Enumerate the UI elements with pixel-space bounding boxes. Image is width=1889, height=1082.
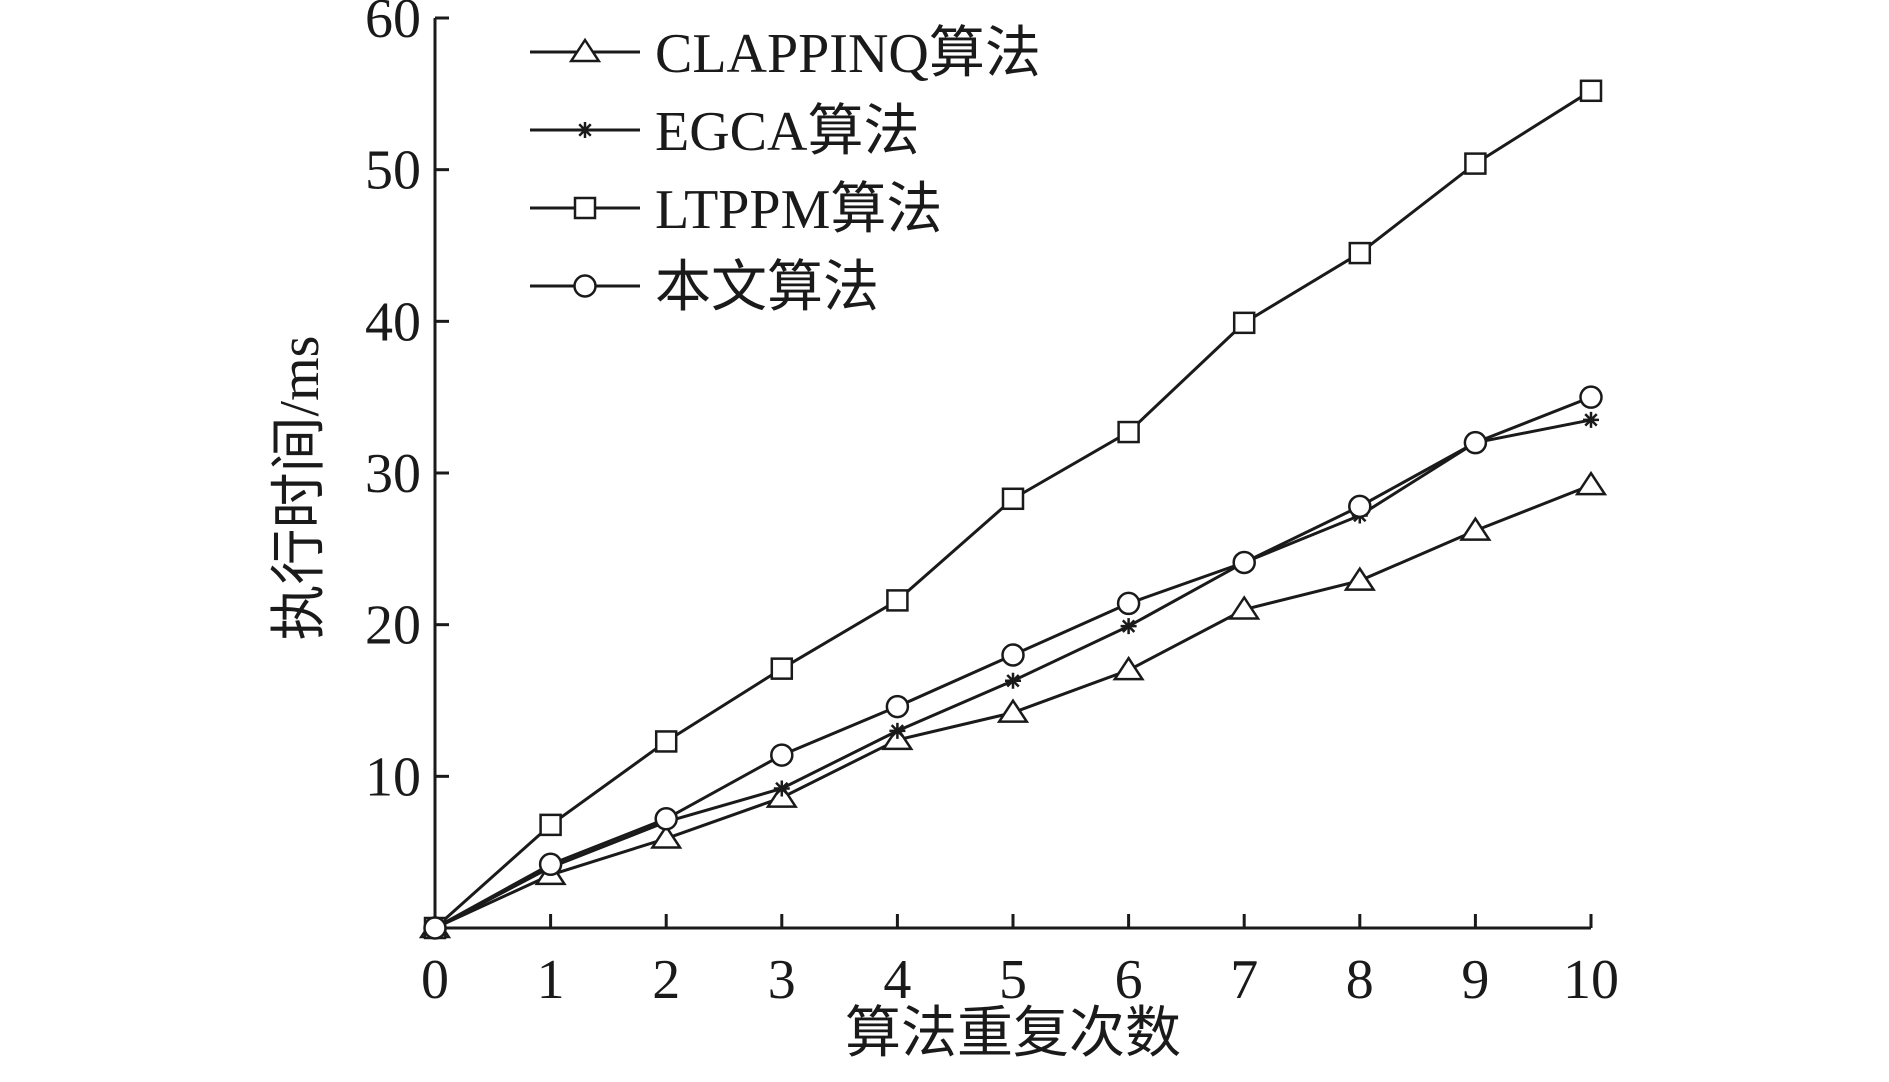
ticks: 0 1 2 3 4 5 6 7 8 9 10 10 20 30 40 50 60 — [365, 0, 1619, 1011]
y-tick-label: 20 — [365, 595, 421, 657]
circle-marker — [654, 807, 678, 831]
legend-item: CLAPPINQ算法 — [530, 23, 1041, 85]
legend-label: 本文算法 — [655, 257, 879, 319]
x-tick-label: 10 — [1563, 949, 1619, 1011]
y-tick-label: 40 — [365, 291, 421, 353]
square-marker — [573, 196, 597, 220]
x-tick-label: 7 — [1230, 949, 1258, 1011]
legend-item: 本文算法 — [530, 257, 879, 319]
x-axis-label: 算法重复次数 — [845, 1003, 1181, 1065]
star-marker — [577, 122, 593, 138]
triangle-marker — [1228, 595, 1261, 620]
circle-marker — [1116, 591, 1141, 616]
star-marker — [1005, 672, 1021, 689]
legend-label: EGCA算法 — [655, 101, 919, 163]
circle-marker — [1463, 430, 1488, 455]
x-tick-label: 3 — [768, 949, 796, 1011]
square-marker — [1579, 79, 1603, 103]
triangle-marker — [568, 37, 602, 63]
triangle-marker — [1459, 516, 1492, 541]
star-marker — [1120, 618, 1137, 635]
y-axis-label: 执行时间/ms — [269, 336, 331, 641]
square-marker — [770, 657, 794, 680]
circle-marker — [1232, 550, 1256, 575]
square-marker — [1464, 152, 1487, 175]
square-marker — [1348, 241, 1372, 265]
triangle-marker — [1343, 566, 1376, 591]
star-marker — [1583, 411, 1599, 428]
series-circle — [423, 385, 1603, 940]
y-tick-label: 60 — [365, 0, 421, 50]
circle-marker — [538, 852, 563, 877]
triangle-marker — [996, 698, 1030, 723]
y-tick-label: 30 — [365, 443, 421, 505]
square-marker — [654, 730, 678, 753]
square-marker — [1001, 487, 1025, 511]
circle-marker — [573, 274, 597, 298]
series-square — [423, 79, 1603, 940]
x-tick-label: 0 — [421, 949, 449, 1011]
circle-marker — [1001, 643, 1025, 667]
x-tick-label: 6 — [1115, 949, 1143, 1011]
triangle-marker — [1574, 470, 1608, 496]
circle-marker — [770, 743, 794, 767]
x-tick-label: 9 — [1461, 949, 1489, 1011]
x-tick-label: 5 — [999, 949, 1027, 1011]
triangle-marker — [650, 824, 683, 849]
legend-label: LTPPM算法 — [655, 179, 942, 241]
legend-item: EGCA算法 — [530, 101, 919, 163]
square-marker — [886, 589, 909, 612]
star-marker — [889, 722, 906, 739]
x-tick-label: 8 — [1346, 949, 1374, 1011]
circle-marker — [423, 916, 447, 940]
y-tick-label: 50 — [365, 140, 421, 202]
series-triangle — [418, 470, 1608, 939]
x-tick-label: 2 — [652, 949, 680, 1011]
circle-marker — [1579, 385, 1603, 409]
circle-marker — [885, 694, 910, 719]
y-tick-label: 10 — [365, 746, 421, 808]
legend-item: LTPPM算法 — [530, 179, 942, 241]
legend-label: CLAPPINQ算法 — [655, 23, 1041, 85]
square-marker — [1232, 311, 1256, 335]
circle-marker — [1348, 494, 1372, 519]
x-tick-label: 4 — [883, 949, 911, 1011]
triangle-marker — [1112, 655, 1145, 681]
x-tick-label: 1 — [537, 949, 565, 1011]
square-marker — [1117, 420, 1140, 444]
star-marker — [773, 780, 790, 797]
square-marker — [539, 813, 562, 837]
series-layer — [418, 79, 1608, 940]
